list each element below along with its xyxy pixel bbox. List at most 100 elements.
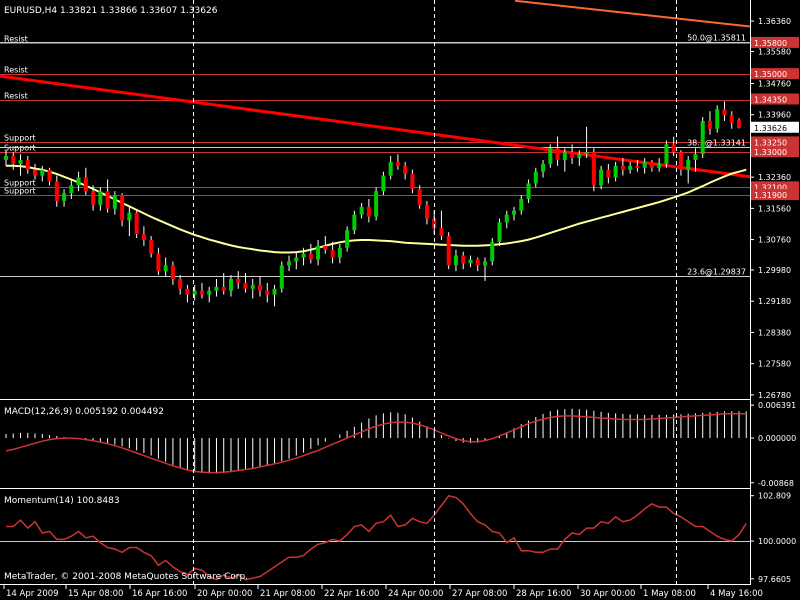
candle xyxy=(657,158,662,172)
candle xyxy=(192,284,197,301)
time-tick-label: 4 May 16:00 xyxy=(710,589,763,599)
time-tick-label: 16 Apr 16:00 xyxy=(132,589,187,599)
price-tick-label: 1.33960 xyxy=(758,111,791,120)
candle xyxy=(185,284,190,303)
macd-header: MACD(12,26,9) 0.005192 0.004492 xyxy=(4,407,164,417)
candle-body xyxy=(76,177,81,186)
price-tick-label: 1.28380 xyxy=(758,328,791,337)
macd-signal-line xyxy=(5,413,747,474)
price-tick-label: 1.31560 xyxy=(758,204,791,213)
candle-body xyxy=(345,230,350,248)
candle-body xyxy=(657,163,662,168)
candle xyxy=(606,163,611,184)
time-tick-label: 15 Apr 08:00 xyxy=(68,589,123,599)
candle xyxy=(199,282,204,299)
candle xyxy=(91,185,96,211)
candle-body xyxy=(490,241,495,262)
macd-tick-label: 0.000000 xyxy=(758,434,796,443)
time-tick-label: 14 Apr 2009 xyxy=(6,589,59,599)
candle-body xyxy=(722,109,727,116)
trendline-main xyxy=(0,74,751,179)
candle xyxy=(439,210,444,240)
candle xyxy=(47,167,52,186)
candle xyxy=(453,249,458,272)
candle xyxy=(112,191,117,215)
level-price-badge xyxy=(751,93,799,105)
candle-body xyxy=(47,169,52,182)
time-tick-label: 1 May 08:00 xyxy=(643,589,696,599)
candle xyxy=(170,261,175,285)
candle-body xyxy=(591,152,596,186)
candle-body xyxy=(214,286,219,291)
candle-body xyxy=(279,265,284,289)
candle xyxy=(403,161,408,180)
candle-body xyxy=(199,290,204,295)
candle-body xyxy=(294,257,299,262)
candle-body xyxy=(388,161,393,176)
candle-body xyxy=(337,247,342,258)
candle-body xyxy=(120,195,125,221)
candle xyxy=(635,159,640,172)
candle-body xyxy=(606,169,611,178)
momentum-tick-label: 100.0000 xyxy=(758,537,796,546)
candle xyxy=(613,161,618,182)
macd-tick-label: 0.006391 xyxy=(758,401,796,410)
candle-body xyxy=(243,282,248,289)
candle-body xyxy=(446,236,451,266)
candle-body xyxy=(352,214,357,231)
candle-body xyxy=(628,165,633,170)
candle-body xyxy=(62,193,67,201)
candle-body xyxy=(381,175,386,192)
time-tick-label: 28 Apr 16:00 xyxy=(516,589,571,599)
candle xyxy=(577,150,582,166)
candle-body xyxy=(475,259,480,266)
candle xyxy=(98,187,103,211)
candle xyxy=(446,232,451,270)
candle-body xyxy=(91,191,96,205)
level-price-badge-label: 1.33000 xyxy=(754,148,787,157)
candle-body xyxy=(308,253,313,260)
candle-body xyxy=(620,165,625,170)
candle xyxy=(570,144,575,164)
candle xyxy=(316,239,321,266)
candle xyxy=(424,200,429,225)
candle xyxy=(722,101,727,121)
candle-body xyxy=(613,165,618,178)
candle-body xyxy=(323,245,328,250)
momentum-tick-label: 102.809 xyxy=(758,492,791,501)
candle xyxy=(541,159,546,178)
candle xyxy=(432,210,437,235)
candle xyxy=(18,154,23,176)
level-price-badge-label: 1.35000 xyxy=(754,70,787,79)
candle xyxy=(40,165,45,182)
candle xyxy=(737,118,741,129)
time-tick-label: 22 Apr 16:00 xyxy=(324,589,379,599)
candle-body xyxy=(584,152,589,155)
candle-body xyxy=(265,290,270,295)
candle-body xyxy=(316,245,321,260)
candle xyxy=(475,257,480,272)
candle-body xyxy=(649,161,654,168)
level-price-badge-label: 1.34350 xyxy=(754,96,787,105)
price-tick-label: 1.29180 xyxy=(758,297,791,306)
candle xyxy=(11,152,16,170)
price-tick-label: 1.34760 xyxy=(758,80,791,89)
candle-body xyxy=(410,173,415,190)
candle-body xyxy=(207,290,212,295)
level-price-badge-label: 1.33250 xyxy=(754,138,787,147)
candle xyxy=(272,284,277,307)
candle-body xyxy=(729,115,734,123)
time-tick-label: 20 Apr 00:00 xyxy=(197,589,252,599)
candle-body xyxy=(424,204,429,219)
candle xyxy=(25,156,30,174)
copyright-text: MetaTrader, © 2001-2008 MetaQuotes Softw… xyxy=(4,572,248,582)
candle xyxy=(337,243,342,264)
candle xyxy=(715,105,720,133)
candle-body xyxy=(707,120,712,129)
price-tick-label: 1.32360 xyxy=(758,173,791,182)
candle xyxy=(526,179,531,203)
level-price-badge xyxy=(751,146,799,158)
candle xyxy=(69,179,74,199)
candle xyxy=(250,278,255,299)
